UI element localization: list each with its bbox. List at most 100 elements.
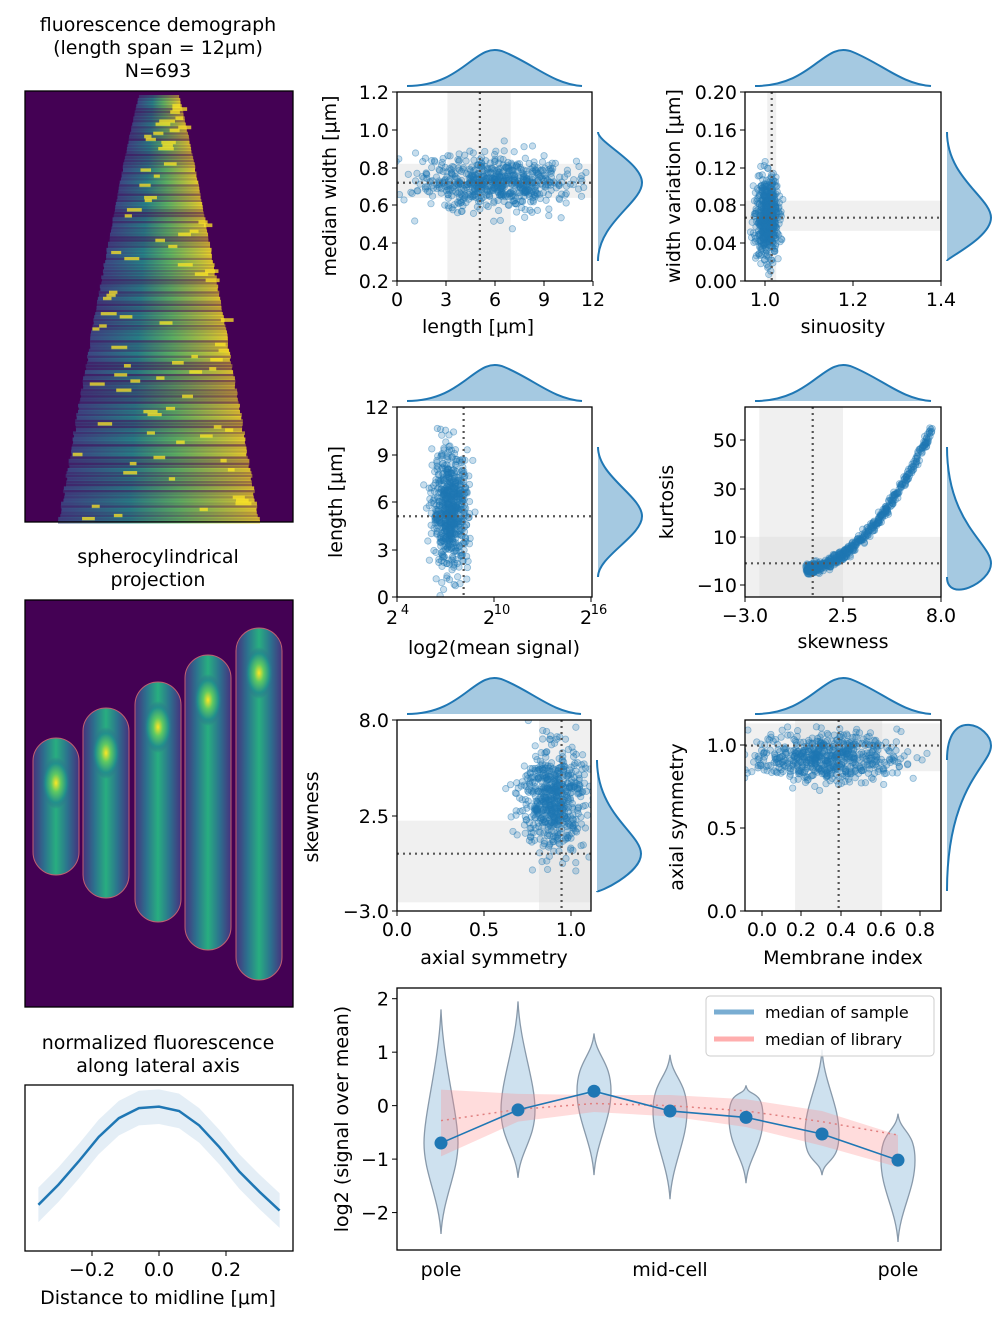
scatter-point <box>568 803 576 811</box>
scatter-point <box>449 491 457 499</box>
scatter-point <box>804 566 812 574</box>
scatter-point <box>500 197 508 206</box>
scatter-point <box>529 787 537 795</box>
scatter-point <box>418 172 426 181</box>
scatter-point <box>774 255 782 263</box>
scatter-point <box>773 229 782 238</box>
scatter-point <box>541 818 549 826</box>
scatter-point <box>446 523 454 531</box>
scatter-point <box>918 448 926 456</box>
projection-title-line-2: projection <box>111 569 206 591</box>
scatter-point <box>453 457 461 465</box>
scatter-point <box>868 760 876 768</box>
scatter-point <box>443 173 451 181</box>
scatter-point <box>450 520 458 528</box>
scatter-point <box>498 182 506 190</box>
scatter-point <box>487 165 495 173</box>
scatter-point <box>551 787 560 795</box>
scatter-point <box>424 187 432 195</box>
scatter-point <box>879 510 887 519</box>
scatter-point <box>805 570 813 578</box>
scatter-point <box>853 535 862 543</box>
scatter-point <box>923 439 931 447</box>
scatter-point <box>885 746 893 755</box>
scatter-point <box>549 165 557 173</box>
scatter-plot-area <box>745 720 941 911</box>
scatter-point <box>497 192 506 200</box>
scatter-point <box>530 158 538 166</box>
scatter-point <box>513 831 521 839</box>
scatter-point <box>447 169 456 177</box>
scatter-point <box>922 439 930 447</box>
scatter-point <box>504 172 513 180</box>
scatter-point <box>857 536 865 544</box>
scatter-point <box>453 559 461 568</box>
scatter-point <box>450 538 458 546</box>
scatter-point <box>902 480 910 488</box>
scatter-point <box>880 780 888 789</box>
scatter-point <box>490 199 498 207</box>
scatter-point <box>760 206 768 215</box>
scatter-point <box>817 562 825 571</box>
scatter-point <box>896 755 905 763</box>
scatter-point <box>781 745 789 753</box>
scatter-point <box>483 191 491 199</box>
scatter-point <box>547 809 555 817</box>
scatter-point <box>909 466 917 474</box>
scatter-point <box>445 503 454 512</box>
scatter-point <box>440 558 448 566</box>
scatter-point <box>761 218 770 226</box>
scatter-point <box>791 752 799 760</box>
scatter-point <box>890 753 898 761</box>
scatter-point <box>762 209 770 217</box>
scatter-point <box>861 531 869 539</box>
scatter-point <box>847 767 855 776</box>
scatter-point <box>470 175 478 183</box>
xtick-label: 8.0 <box>926 605 956 627</box>
scatter-point <box>442 503 450 511</box>
scatter-point <box>533 799 542 808</box>
scatter-point <box>782 756 790 764</box>
scatter-point <box>511 182 519 190</box>
scatter-point <box>551 788 559 796</box>
scatter-point <box>758 227 766 235</box>
scatter-point <box>425 188 434 196</box>
scatter-point <box>445 446 453 454</box>
scatter-point <box>864 525 872 533</box>
scatter-point <box>532 804 540 812</box>
scatter-point <box>840 547 848 555</box>
scatter-point <box>533 164 542 172</box>
scatter-point <box>468 163 476 171</box>
scatter-point <box>842 546 850 555</box>
scatter-point <box>533 206 542 214</box>
scatter-point <box>762 223 770 232</box>
scatter-point <box>463 575 471 583</box>
scatter-point <box>795 769 804 777</box>
scatter-point <box>822 766 830 775</box>
scatter-point <box>838 751 847 759</box>
scatter-point <box>449 554 457 562</box>
scatter-point <box>551 778 559 786</box>
demograph-spot <box>113 513 123 518</box>
scatter-point <box>847 543 856 551</box>
scatter-point <box>445 181 454 190</box>
scatter-point <box>831 752 840 760</box>
ytick-label: 3 <box>377 540 389 562</box>
demograph-spot <box>126 208 142 212</box>
scatter-point <box>440 487 448 495</box>
scatter-point <box>790 753 798 761</box>
scatter-point <box>525 819 534 827</box>
scatter-point <box>866 532 874 541</box>
scatter-point <box>440 491 448 499</box>
scatter-point <box>554 770 562 778</box>
scatter-point <box>888 496 896 505</box>
scatter-point <box>768 768 776 777</box>
scatter-point <box>455 490 463 499</box>
violin-ytick-label: 2 <box>377 989 389 1011</box>
scatter-point <box>768 202 776 210</box>
scatter-point <box>434 452 442 460</box>
scatter-point <box>538 795 546 804</box>
scatter-point <box>447 484 455 492</box>
demograph-row <box>64 495 254 500</box>
scatter-point <box>445 469 453 477</box>
